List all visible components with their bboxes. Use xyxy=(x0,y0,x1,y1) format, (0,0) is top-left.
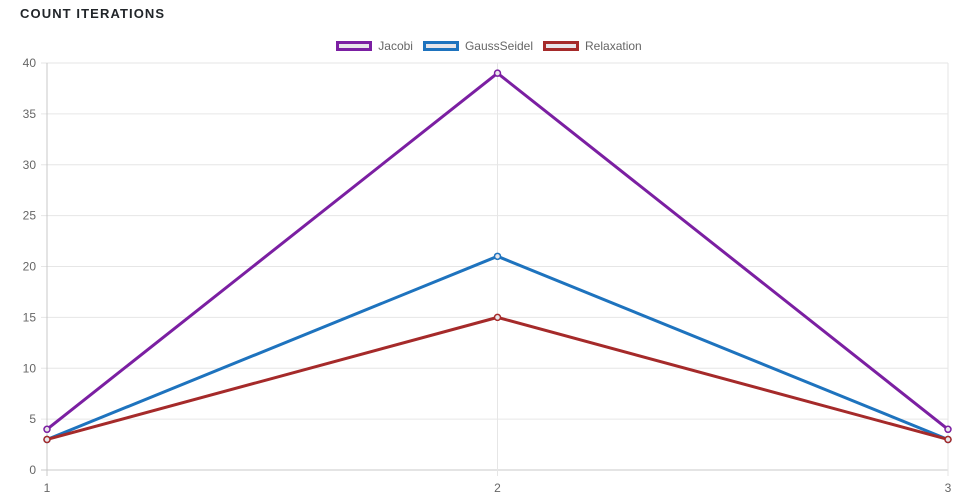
data-point-jacobi xyxy=(43,425,51,434)
legend-label-jacobi: Jacobi xyxy=(378,39,413,53)
chart-card-title: COUNT ITERATIONS xyxy=(20,6,166,21)
x-tick-label: 2 xyxy=(494,481,501,495)
data-point-jacobi xyxy=(944,425,952,434)
x-tick-label: 3 xyxy=(945,481,952,495)
data-point-relaxation xyxy=(944,435,952,444)
data-point-gaussseidel xyxy=(493,252,502,261)
legend-item-jacobi[interactable]: Jacobi xyxy=(336,39,413,53)
y-tick-label: 5 xyxy=(29,412,36,426)
y-tick-label: 25 xyxy=(23,209,37,223)
y-tick-label: 15 xyxy=(23,310,37,324)
legend-item-relaxation[interactable]: Relaxation xyxy=(543,39,642,53)
data-point-relaxation xyxy=(493,313,502,322)
legend-swatch-relaxation xyxy=(543,41,580,51)
legend-item-gaussseidel[interactable]: GaussSeidel xyxy=(422,39,534,53)
legend-swatch-jacobi xyxy=(336,41,373,51)
y-tick-label: 20 xyxy=(23,260,37,274)
y-tick-label: 30 xyxy=(23,158,37,172)
chart-legend: Jacobi GaussSeidel Relaxation xyxy=(0,39,978,53)
x-tick-label: 1 xyxy=(44,481,51,495)
legend-label-gaussseidel: GaussSeidel xyxy=(464,39,534,53)
legend-label-relaxation: Relaxation xyxy=(585,39,642,53)
y-tick-label: 10 xyxy=(23,361,37,375)
y-tick-label: 40 xyxy=(23,56,37,70)
legend-swatch-gaussseidel xyxy=(422,41,459,51)
y-tick-label: 0 xyxy=(29,463,36,477)
data-point-relaxation xyxy=(43,435,51,444)
data-point-jacobi xyxy=(493,69,502,77)
y-tick-label: 35 xyxy=(23,107,37,121)
